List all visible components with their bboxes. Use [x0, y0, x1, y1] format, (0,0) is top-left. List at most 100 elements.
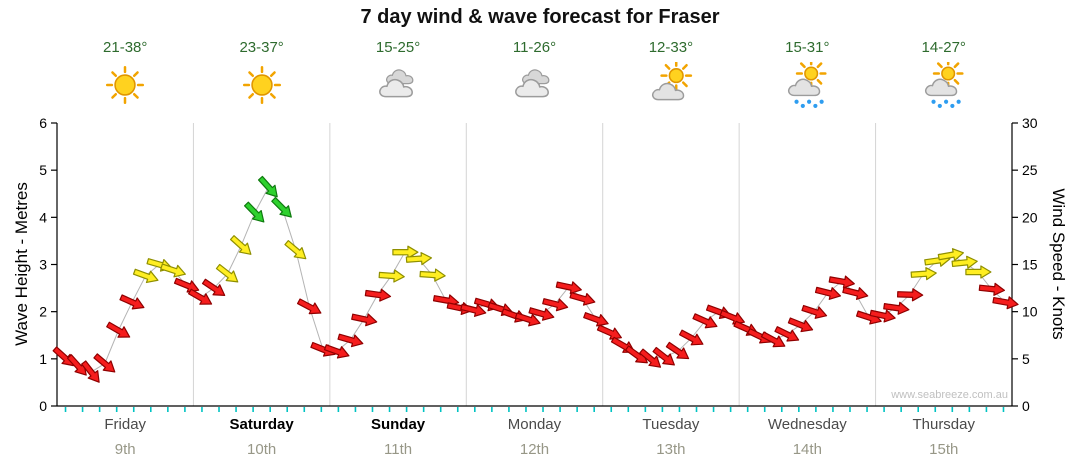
wind-arrow [106, 321, 131, 338]
cloudy-icon [375, 62, 421, 108]
wind-arrow [828, 275, 855, 289]
wind-arrow [883, 301, 910, 315]
wind-arrow [910, 267, 937, 281]
wind-arrow [542, 298, 569, 312]
wind-arrow [81, 360, 100, 383]
svg-text:6: 6 [39, 115, 47, 131]
svg-text:2: 2 [39, 304, 47, 320]
wind-arrow [652, 346, 675, 366]
wind-arrow [351, 313, 378, 327]
left-axis-ticks: 0 1 2 3 4 5 6 [39, 115, 57, 414]
x-axis-day-labels: Friday 9th Saturday 10th Sunday 11th Mon… [57, 416, 1012, 458]
wind-arrow [965, 265, 992, 279]
wind-arrow [801, 304, 828, 319]
wind-arrow [419, 268, 446, 282]
wind-arrow [842, 286, 869, 300]
wind-arrow [337, 333, 364, 348]
wind-arrow [160, 263, 186, 278]
svg-text:5: 5 [39, 162, 47, 178]
day-label-tuesday: Tuesday 13th [642, 416, 700, 458]
svg-text:1: 1 [39, 351, 47, 367]
wind-arrow [364, 288, 392, 302]
wind-arrow [555, 281, 582, 295]
wind-arrow [188, 288, 213, 305]
day-summary: 23-37° [193, 38, 329, 108]
day-summary: 12-33° [603, 38, 739, 108]
wind-arrow [392, 245, 419, 259]
wind-arrow [678, 329, 704, 346]
wind-arrow [951, 255, 978, 269]
wind-arrow [978, 282, 1006, 296]
wind-arrow [378, 269, 405, 283]
svg-text:25: 25 [1022, 162, 1038, 178]
wind-arrow [992, 296, 1019, 310]
wind-arrow [405, 252, 433, 266]
page-title: 7 day wind & wave forecast for Fraser [360, 6, 720, 28]
svg-text:5: 5 [1022, 351, 1030, 367]
wind-arrow [760, 331, 786, 348]
wind-arrow [52, 346, 75, 367]
wind-arrow [323, 344, 350, 359]
bottom-time-ticks [64, 407, 1005, 412]
cloudy-icon [511, 62, 557, 108]
svg-text:30: 30 [1022, 115, 1038, 131]
watermark: www.seabreeze.com.au [890, 389, 1008, 401]
day-label-sunday: Sunday 11th [370, 416, 426, 458]
day-label-thursday: Thursday 15th [912, 416, 975, 458]
wind-arrow [66, 354, 87, 376]
wind-arrows [52, 175, 1019, 383]
temp-range: 14-27° [921, 39, 966, 56]
svg-text:10: 10 [1022, 304, 1038, 320]
wind-arrow [257, 175, 278, 198]
wind-arrow [514, 312, 541, 327]
wind-arrow [639, 348, 662, 368]
temp-range: 21-38° [103, 39, 148, 56]
wind-arrow [296, 298, 322, 315]
wind-arrow [229, 235, 252, 255]
wind-arrow [119, 294, 145, 310]
day-label-wednesday: Wednesday 14th [767, 416, 847, 458]
wind-arrow [897, 288, 924, 302]
wind-arrow [284, 239, 307, 260]
day-label-saturday: Saturday 10th [229, 416, 294, 458]
wind-arrow [692, 313, 718, 329]
wind-arrow [787, 317, 814, 333]
wind-arrow [132, 268, 159, 284]
day-label-friday: Friday 9th [104, 416, 147, 458]
svg-text:15: 15 [1022, 257, 1038, 273]
temp-range: 23-37° [239, 39, 284, 56]
svg-text:0: 0 [1022, 398, 1030, 414]
sun-showers-icon [784, 58, 830, 108]
wind-arrow [583, 312, 609, 327]
day-summary: 15-25° [330, 38, 466, 108]
day-summary: 21-38° [57, 38, 193, 108]
partly-cloudy-icon [648, 59, 694, 108]
svg-text:20: 20 [1022, 209, 1038, 225]
wind-arrow [528, 307, 555, 321]
svg-text:3: 3 [39, 257, 47, 273]
sunny-icon [239, 62, 285, 108]
wind-arrow [869, 309, 896, 323]
wind-arrow [93, 353, 116, 373]
day-summary: 15-31° [739, 38, 875, 108]
wind-arrow [665, 341, 690, 360]
wind-arrow [937, 248, 965, 262]
svg-text:0: 0 [39, 398, 47, 414]
temp-range: 15-31° [785, 39, 830, 56]
wind-arrow [201, 278, 226, 296]
wind-arrow [774, 326, 800, 342]
day-separators [192, 123, 877, 406]
wind-arrow [460, 303, 487, 317]
daily-summary-row: 21-38° 23-37° 15-25° 11-26° 12-33° 15-31… [57, 38, 1012, 108]
day-label-monday: Monday 12th [507, 416, 562, 458]
wind-arrow [569, 292, 596, 306]
day-summary: 14-27° [876, 38, 1012, 108]
temp-range: 15-25° [375, 39, 421, 56]
wind-arrow [814, 286, 842, 300]
temp-range: 11-26° [512, 39, 557, 56]
wind-arrow [215, 263, 239, 283]
svg-text:4: 4 [39, 209, 47, 225]
sun-showers-icon [921, 58, 967, 108]
